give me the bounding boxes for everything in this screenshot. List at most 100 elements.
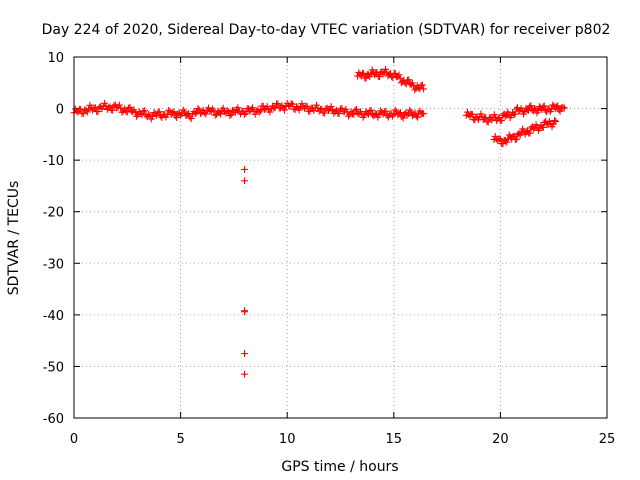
data-point	[313, 101, 320, 109]
data-point	[249, 104, 256, 112]
data-point	[497, 135, 504, 143]
x-axis-label: GPS time / hours	[281, 459, 398, 475]
data-point	[173, 114, 181, 121]
data-point	[289, 100, 296, 108]
data-point	[498, 116, 506, 124]
data-point	[154, 109, 162, 116]
x-tick-label: 5	[176, 432, 184, 447]
data-point	[403, 111, 411, 119]
data-point	[527, 102, 535, 110]
data-point	[371, 110, 379, 117]
y-tick-label: -50	[43, 360, 64, 375]
data-point	[139, 107, 147, 115]
y-tick-label: -20	[43, 206, 64, 221]
data-point	[408, 79, 416, 87]
y-tick-label: 0	[56, 103, 64, 118]
data-point	[559, 103, 567, 111]
data-point	[106, 103, 114, 111]
x-tick-label: 20	[492, 432, 509, 447]
data-point	[79, 110, 87, 117]
data-point	[241, 166, 248, 173]
data-point	[539, 103, 547, 111]
data-point	[538, 106, 546, 114]
data-point	[227, 111, 235, 118]
x-tick-label: 10	[279, 432, 296, 447]
data-point	[418, 81, 426, 89]
data-point	[395, 71, 403, 79]
x-tick-labels: 0 5 10 15 20 25	[70, 432, 615, 447]
data-point	[477, 110, 485, 118]
data-point	[287, 100, 295, 107]
plot-frame	[73, 56, 608, 419]
data-point	[257, 107, 264, 115]
data-point	[540, 102, 548, 110]
data-point	[255, 108, 263, 116]
y-tick-label: -30	[43, 257, 64, 272]
data-point	[170, 108, 178, 116]
y-tick-label: 10	[47, 51, 64, 66]
data-point	[211, 111, 219, 119]
data-point	[467, 110, 475, 118]
data-point	[109, 106, 117, 114]
data-point	[241, 177, 248, 185]
data-point	[327, 103, 335, 110]
data-point	[556, 107, 564, 115]
data-point	[366, 107, 374, 115]
data-point	[366, 73, 374, 80]
data-point	[94, 108, 102, 115]
data-point	[145, 111, 153, 118]
data-point	[381, 108, 388, 116]
data-point	[531, 104, 538, 112]
y-tick-label: -60	[43, 412, 64, 427]
data-point	[420, 85, 428, 93]
data-point	[382, 107, 390, 115]
data-point	[194, 105, 202, 112]
data-point	[242, 109, 250, 117]
x-tick-label: 25	[599, 432, 616, 447]
data-point	[552, 118, 560, 125]
x-tick-label: 0	[70, 432, 78, 447]
data-point	[234, 104, 242, 112]
x-tick-label: 15	[386, 432, 403, 447]
data-point	[414, 113, 421, 121]
data-point	[165, 106, 173, 114]
data-point	[153, 112, 161, 119]
data-point	[241, 370, 248, 378]
data-point	[554, 102, 562, 110]
data-point	[399, 114, 407, 122]
data-point	[266, 108, 274, 116]
data-point	[391, 106, 399, 114]
data-point	[360, 70, 368, 77]
data-point	[549, 101, 557, 109]
data-point	[217, 110, 224, 118]
data-point	[115, 101, 123, 109]
data-point	[325, 107, 332, 115]
data-point	[362, 74, 370, 82]
data-point	[274, 100, 282, 108]
data-point	[241, 350, 248, 357]
data-point	[83, 108, 91, 116]
data-point	[503, 138, 511, 146]
data-point	[281, 106, 288, 114]
data-point	[382, 65, 389, 73]
y-tick-label: -10	[43, 154, 64, 169]
data-point	[155, 108, 163, 116]
data-point	[241, 308, 248, 316]
data-point	[501, 112, 509, 120]
data-point	[411, 86, 419, 94]
data-point	[484, 118, 492, 126]
y-tick-labels: 10 0 -10 -20 -30 -40 -50 -60	[43, 51, 64, 427]
data-point	[202, 110, 210, 118]
data-point	[321, 109, 328, 117]
data-point	[420, 110, 428, 118]
data-point	[513, 135, 520, 143]
data-point	[205, 104, 212, 112]
chart-title: Day 224 of 2020, Sidereal Day-to-day VTE…	[42, 22, 611, 38]
data-point	[499, 140, 507, 148]
data-point	[226, 112, 234, 119]
data-point	[367, 106, 375, 114]
data-point	[468, 111, 476, 118]
data-point	[303, 103, 311, 110]
data-point	[405, 76, 413, 84]
